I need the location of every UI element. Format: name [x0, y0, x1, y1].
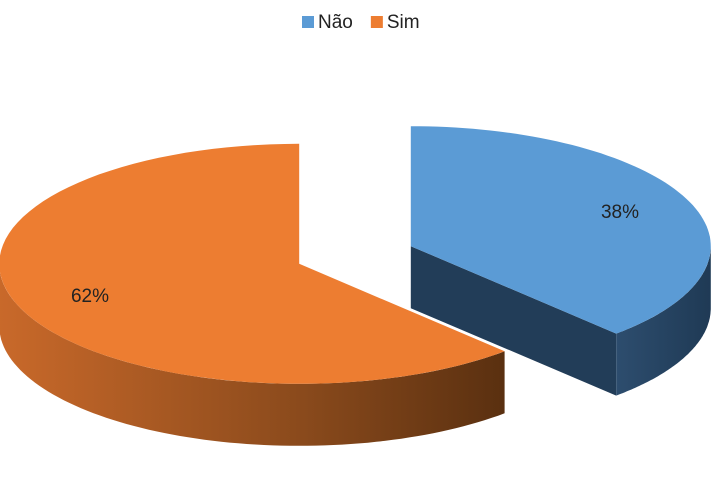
- data-label: 62%: [71, 286, 109, 307]
- data-label: 38%: [601, 202, 639, 223]
- slice: [0, 143, 505, 384]
- legend-label: Sim: [387, 12, 420, 33]
- slice-side: [616, 246, 711, 396]
- legend-swatch: [302, 16, 314, 28]
- legend-swatch: [370, 16, 383, 28]
- slice: [410, 126, 711, 334]
- legend-label: Não: [318, 12, 353, 33]
- slice-face: [410, 246, 617, 396]
- slice-side: [0, 272, 505, 446]
